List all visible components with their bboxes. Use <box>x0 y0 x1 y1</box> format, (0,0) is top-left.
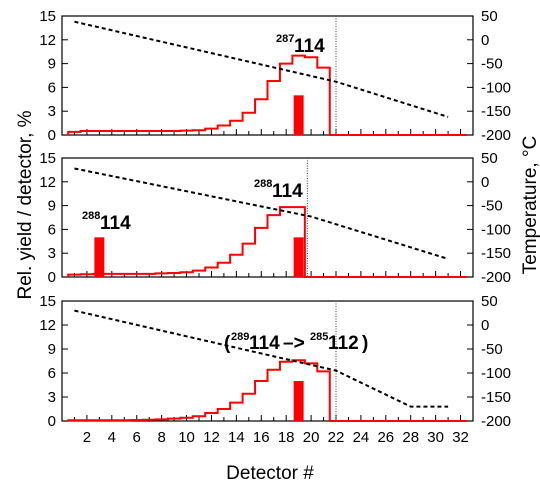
y2-tick-label: -150 <box>481 245 511 262</box>
y-tick-label: 3 <box>48 245 56 262</box>
x-tick-label: 2 <box>83 429 91 446</box>
y2-tick-label: -50 <box>481 198 503 215</box>
y-tick-label: 15 <box>39 150 56 167</box>
histogram-step-line <box>67 54 467 136</box>
annot-mid-right-element: 114 <box>272 181 303 202</box>
annot-bottom-close: ) <box>362 333 368 354</box>
y-tick-label: 9 <box>48 198 56 215</box>
y-tick-label: 9 <box>48 56 56 73</box>
histogram-step-line <box>67 359 467 422</box>
panel-top: 0 3 6 9 12 15 -200 -150 -100 -50 0 50 <box>39 8 511 144</box>
plot-frame <box>61 300 474 422</box>
annot-mid-left-element: 114 <box>100 213 131 234</box>
y-tick-label: 6 <box>48 79 56 96</box>
y2-tick-label: -50 <box>481 341 503 358</box>
x-tick-label: 26 <box>377 429 394 446</box>
y-tick-label: 6 <box>48 221 56 238</box>
event-bar <box>293 95 304 135</box>
y2-tick-label: 50 <box>481 150 498 167</box>
y-tick-label: 15 <box>39 8 56 25</box>
y2-tick-label: 0 <box>481 32 489 49</box>
plot-frame <box>61 157 474 278</box>
temperature-line <box>74 309 449 408</box>
x-tick-label: 16 <box>253 429 270 446</box>
event-bar <box>293 237 304 277</box>
annot-bottom-arrow: –> <box>283 333 305 354</box>
x-tick-label: 24 <box>353 429 370 446</box>
x-axis-label: Detector # <box>226 463 314 484</box>
y2-tick-label: -150 <box>481 389 511 406</box>
x-tick-label: 12 <box>203 429 220 446</box>
y2-tick-label: -50 <box>481 56 503 73</box>
temperature-line <box>74 20 449 118</box>
y-tick-label: 12 <box>39 32 56 49</box>
x-tick-label: 10 <box>178 429 195 446</box>
y2-tick-label: 50 <box>481 8 498 25</box>
temperature-line <box>74 167 449 260</box>
y2-tick-label: -100 <box>481 79 511 96</box>
x-tick-label: 22 <box>328 429 345 446</box>
annot-bottom-element2: 112 <box>328 333 359 354</box>
x-tick-label: 32 <box>452 429 469 446</box>
annot-mid-right-mass: 288 <box>254 178 272 190</box>
x-tick-label: 14 <box>228 429 245 446</box>
y-tick-label: 6 <box>48 365 56 382</box>
y-tick-label: 3 <box>48 389 56 406</box>
y2-tick-label: -150 <box>481 103 511 120</box>
y2-tick-label: 0 <box>481 317 489 334</box>
y2-tick-label: -200 <box>481 269 511 286</box>
y2-tick-label: -100 <box>481 365 511 382</box>
y-tick-label: 12 <box>39 317 56 334</box>
y2-tick-label: 0 <box>481 174 489 191</box>
y-tick-label: 0 <box>48 269 56 286</box>
annot-bottom-open: ( <box>224 333 231 354</box>
y-axis-label: Rel. yield / detector, % <box>15 110 36 299</box>
annot-bottom-mass2: 285 <box>310 331 328 343</box>
annot-bottom-mass1: 289 <box>231 331 249 343</box>
x-tick-label: 4 <box>108 429 116 446</box>
x-tick-label: 8 <box>157 429 165 446</box>
event-bar <box>293 381 304 421</box>
event-bar <box>94 237 105 277</box>
y2-tick-label: -200 <box>481 413 511 430</box>
plot-frame <box>61 15 474 136</box>
y2-axis-label: Temperature, °C <box>520 136 540 275</box>
panel-middle: 0 3 6 9 12 15 -200 -150 -100 -50 0 50 <box>39 150 511 286</box>
y-tick-label: 0 <box>48 127 56 144</box>
y-tick-label: 15 <box>39 293 56 310</box>
y2-tick-label: -200 <box>481 127 511 144</box>
annot-top-element: 114 <box>294 36 325 57</box>
annot-top-mass: 287 <box>276 33 294 45</box>
y2-tick-label: 50 <box>481 293 498 310</box>
annot-mid-left-mass: 288 <box>82 210 100 222</box>
x-tick-label: 6 <box>133 429 141 446</box>
y-tick-label: 9 <box>48 341 56 358</box>
y-tick-label: 0 <box>48 413 56 430</box>
annotations: 287 114 288 114 288 114 ( 289 114 –> 285… <box>82 33 368 354</box>
x-tick-label: 18 <box>278 429 295 446</box>
y2-tick-label: -100 <box>481 221 511 238</box>
x-tick-label: 20 <box>303 429 320 446</box>
y-tick-label: 12 <box>39 174 56 191</box>
x-tick-label: 28 <box>402 429 419 446</box>
annot-bottom-element1: 114 <box>249 333 280 354</box>
x-tick-label: 30 <box>427 429 444 446</box>
y-tick-label: 3 <box>48 103 56 120</box>
histogram-step-line <box>67 206 467 278</box>
